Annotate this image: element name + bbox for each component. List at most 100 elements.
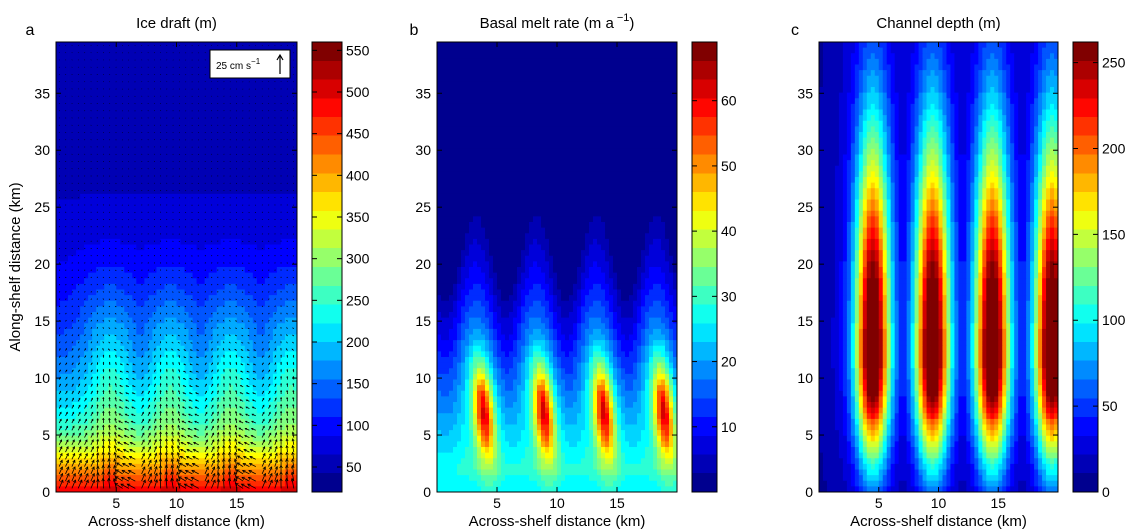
heat-cell bbox=[204, 137, 210, 144]
heat-cell bbox=[264, 92, 270, 99]
heat-cell bbox=[160, 300, 165, 307]
heat-cell bbox=[68, 165, 73, 172]
heat-cell bbox=[120, 469, 125, 476]
heat-cell bbox=[244, 165, 250, 172]
heat-cell bbox=[196, 160, 201, 167]
heat-cell bbox=[192, 463, 197, 470]
heat-cell bbox=[56, 272, 61, 279]
heat-cell bbox=[156, 250, 161, 257]
heat-cell bbox=[84, 103, 89, 110]
heat-cell bbox=[120, 267, 125, 274]
heat-cell bbox=[188, 261, 193, 268]
heat-cell bbox=[288, 402, 294, 409]
heat-cell bbox=[56, 435, 61, 442]
heat-cell bbox=[196, 340, 201, 347]
heat-cell bbox=[280, 475, 286, 482]
heat-cell bbox=[76, 278, 81, 285]
heat-cell bbox=[168, 430, 173, 437]
heat-cell bbox=[272, 160, 278, 167]
heat-cell bbox=[120, 345, 125, 352]
heat-cell bbox=[240, 160, 246, 167]
heat-cell bbox=[172, 441, 177, 448]
heat-cell bbox=[160, 188, 165, 195]
heat-cell bbox=[132, 278, 137, 285]
heat-cell bbox=[228, 205, 234, 212]
heat-cell bbox=[96, 323, 101, 330]
heat-cell bbox=[160, 272, 165, 279]
heat-cell bbox=[144, 390, 149, 397]
heat-cell bbox=[216, 103, 222, 110]
heat-cell bbox=[280, 379, 286, 386]
heat-cell bbox=[68, 452, 73, 459]
heat-cell bbox=[196, 373, 201, 380]
heat-cell bbox=[244, 379, 250, 386]
heat-cell bbox=[160, 222, 165, 229]
heat-cell bbox=[60, 295, 65, 302]
heat-cell bbox=[104, 379, 109, 386]
heat-cell bbox=[56, 430, 61, 437]
heat-cell bbox=[220, 233, 226, 240]
heat-cell bbox=[92, 227, 97, 234]
heat-cell bbox=[116, 255, 121, 262]
heat-cell bbox=[184, 115, 189, 122]
heat-cell bbox=[236, 283, 242, 290]
heat-cell bbox=[116, 368, 121, 375]
heat-cell bbox=[168, 402, 173, 409]
heat-cell bbox=[68, 81, 73, 88]
heat-cell bbox=[244, 261, 250, 268]
heat-cell bbox=[72, 463, 77, 470]
heat-cell bbox=[196, 362, 201, 369]
heat-cell bbox=[236, 42, 242, 49]
heat-cell bbox=[124, 244, 129, 251]
heat-cell bbox=[292, 227, 298, 234]
heat-cell bbox=[208, 278, 214, 285]
heat-cell bbox=[248, 199, 254, 206]
heat-cell bbox=[160, 435, 165, 442]
heat-cell bbox=[216, 368, 222, 375]
heat-cell bbox=[88, 126, 93, 133]
heat-cell bbox=[240, 334, 246, 341]
heat-cell bbox=[220, 340, 226, 347]
heat-cell bbox=[108, 267, 113, 274]
heat-cell bbox=[152, 87, 157, 94]
heat-cell bbox=[84, 368, 89, 375]
heat-cell bbox=[88, 250, 93, 257]
heat-cell bbox=[228, 357, 234, 364]
heat-cell bbox=[272, 312, 278, 319]
heat-cell bbox=[128, 452, 133, 459]
heat-cell bbox=[168, 334, 173, 341]
heat-cell bbox=[256, 193, 262, 200]
heat-cell bbox=[220, 390, 226, 397]
heat-cell bbox=[252, 312, 258, 319]
heat-cell bbox=[116, 379, 121, 386]
heat-cell bbox=[160, 289, 165, 296]
heat-cell bbox=[136, 53, 141, 60]
heat-cell bbox=[240, 396, 246, 403]
heat-cell bbox=[184, 306, 189, 313]
heat-cell bbox=[132, 205, 137, 212]
heat-cell bbox=[268, 250, 274, 257]
heat-cell bbox=[132, 177, 137, 184]
heat-cell bbox=[228, 312, 234, 319]
heat-cell bbox=[212, 210, 218, 217]
heat-cell bbox=[56, 70, 61, 77]
heat-cell bbox=[252, 424, 258, 431]
heat-cell bbox=[144, 222, 149, 229]
heat-cell bbox=[140, 272, 145, 279]
heat-cell bbox=[212, 480, 218, 487]
heat-cell bbox=[116, 109, 121, 116]
heat-cell bbox=[236, 424, 242, 431]
heat-cell bbox=[268, 109, 274, 116]
heat-cell bbox=[68, 373, 73, 380]
heat-cell bbox=[164, 143, 169, 150]
heat-cell bbox=[160, 148, 165, 155]
heat-cell bbox=[136, 98, 141, 105]
heat-cell bbox=[188, 469, 193, 476]
heat-cell bbox=[76, 120, 81, 127]
heat-cell bbox=[292, 295, 298, 302]
heat-cell bbox=[72, 328, 77, 335]
heat-cell bbox=[212, 452, 218, 459]
heat-cell bbox=[264, 385, 270, 392]
heat-cell bbox=[212, 199, 218, 206]
heat-cell bbox=[176, 390, 181, 397]
